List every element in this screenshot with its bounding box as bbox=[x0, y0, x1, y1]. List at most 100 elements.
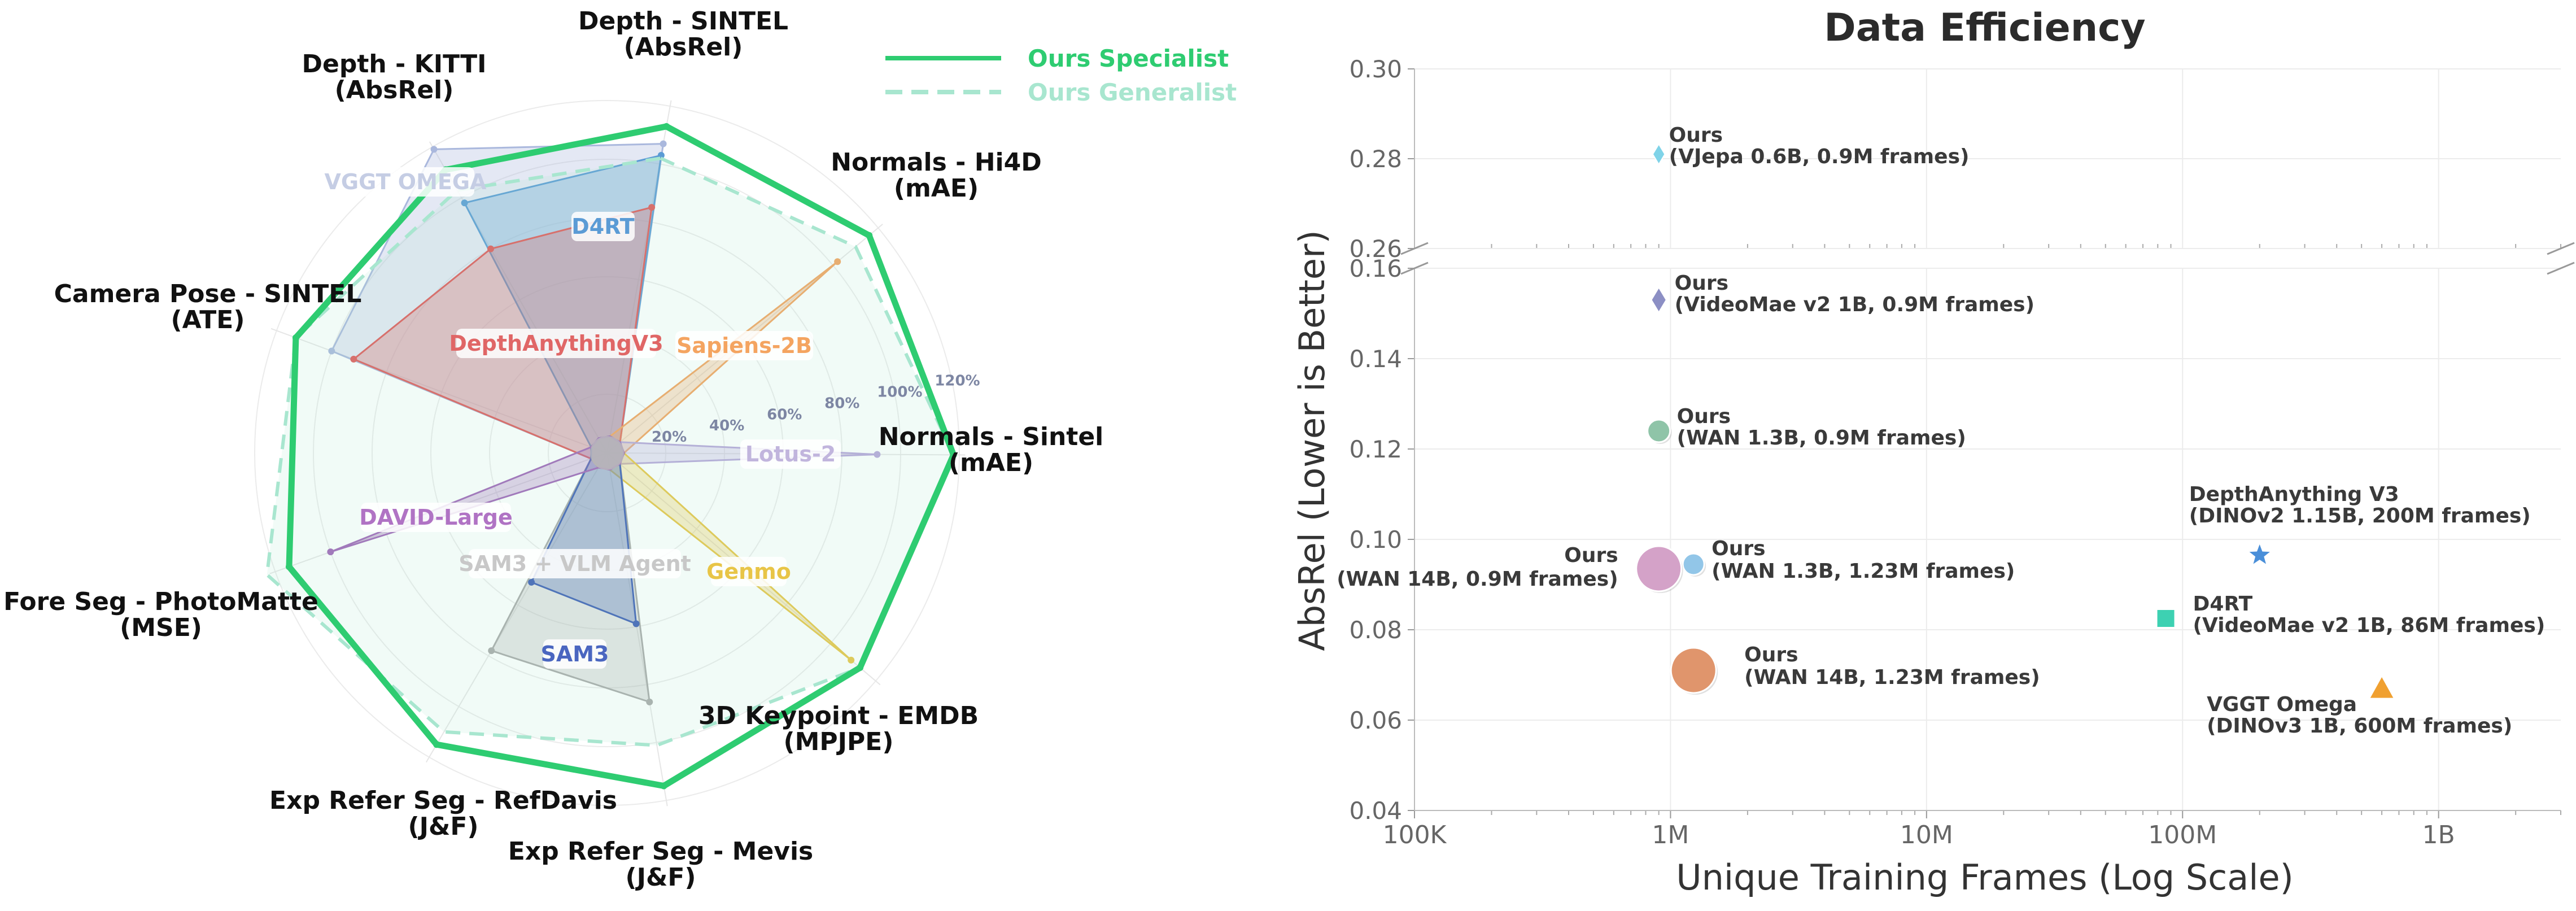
baseline-label: D4RT bbox=[571, 214, 635, 239]
point-label-detail: (VideoMae v2 1B, 0.9M frames) bbox=[1675, 293, 2034, 316]
axis-label-name: Depth - KITTI bbox=[302, 50, 487, 79]
point-label-name: Ours bbox=[1711, 537, 1765, 560]
y-tick-label: 0.06 bbox=[1349, 707, 1402, 734]
baseline-label: Genmo bbox=[706, 559, 791, 584]
baseline-point bbox=[834, 258, 841, 265]
data-point-7 bbox=[2156, 609, 2176, 628]
baseline-label: DAVID-Large bbox=[359, 505, 513, 530]
legend-label: Ours Generalist bbox=[1028, 79, 1237, 106]
ours-specialist-point bbox=[285, 563, 292, 570]
baseline-label: SAM3 + VLM Agent bbox=[459, 551, 691, 576]
point-label-name: DepthAnything V3 bbox=[2189, 483, 2399, 506]
baseline-point bbox=[848, 656, 855, 664]
scatter-chart: Data Efficiency Unique Training Frames (… bbox=[1291, 6, 2575, 898]
ours-specialist-point bbox=[292, 334, 299, 342]
radar-center bbox=[590, 436, 624, 470]
ours-specialist-point bbox=[950, 451, 957, 459]
radar-ring-label: 20% bbox=[652, 429, 687, 446]
data-point-5 bbox=[1670, 647, 1717, 694]
axis-label-name: Depth - SINTEL bbox=[578, 7, 788, 36]
ours-specialist-point bbox=[866, 232, 873, 239]
baseline-label-box bbox=[361, 503, 511, 532]
baseline-label: Sapiens-2B bbox=[676, 333, 812, 358]
radar-spoke bbox=[425, 452, 608, 763]
baseline-point bbox=[488, 647, 495, 655]
baseline-point bbox=[660, 140, 667, 147]
radar-ring-label: 40% bbox=[709, 417, 744, 434]
baseline-point bbox=[328, 347, 335, 355]
y-tick-label: 0.28 bbox=[1349, 145, 1402, 173]
axis-label-name: Exp Refer Seg - RefDavis bbox=[269, 786, 617, 815]
y-tick-label: 0.08 bbox=[1349, 616, 1402, 644]
point-label-detail: (WAN 1.3B, 1.23M frames) bbox=[1711, 560, 2015, 583]
data-point-6 bbox=[2246, 541, 2273, 567]
point-label-detail: (WAN 14B, 0.9M frames) bbox=[1337, 568, 1618, 591]
point-label-name: Ours bbox=[1669, 124, 1723, 147]
axis-label-metric: (mAE) bbox=[894, 174, 979, 203]
axis-label-name: Normals - Hi4D bbox=[831, 148, 1042, 177]
point-label-detail: (WAN 14B, 1.23M frames) bbox=[1744, 666, 2040, 689]
legend-label: Ours Specialist bbox=[1028, 45, 1229, 72]
baseline-label-box bbox=[740, 439, 841, 469]
radar-chart: 20%40%60%80%100%120%Depth - SINTEL(AbsRe… bbox=[3, 7, 1103, 892]
axis-break-mark bbox=[1400, 242, 1429, 255]
point-label-detail: (DINOv2 1.15B, 200M frames) bbox=[2189, 504, 2531, 528]
y-tick-label: 0.04 bbox=[1349, 797, 1402, 825]
baseline-label-box bbox=[711, 557, 787, 586]
baseline-label-box bbox=[456, 329, 656, 358]
baseline-point bbox=[430, 146, 438, 153]
axis-label-metric: (J&F) bbox=[408, 812, 478, 841]
axis-label-metric: (MPJPE) bbox=[784, 727, 894, 756]
radar-spoke bbox=[270, 328, 608, 454]
baseline-point bbox=[461, 199, 468, 207]
y-tick-label: 0.30 bbox=[1349, 55, 1402, 83]
baseline-point bbox=[648, 204, 656, 211]
baseline-point bbox=[874, 451, 881, 458]
baseline-point bbox=[528, 578, 535, 586]
axis-break-mark bbox=[2547, 242, 2575, 255]
point-label-name: Ours bbox=[1677, 405, 1731, 428]
point-label-detail: (WAN 1.3B, 0.9M frames) bbox=[1677, 426, 1966, 450]
baseline-point bbox=[487, 245, 494, 252]
point-label-name: Ours bbox=[1564, 544, 1618, 567]
baseline-label: DepthAnythingV3 bbox=[449, 331, 663, 356]
axis-label-metric: (J&F) bbox=[625, 863, 696, 892]
y-axis-label: AbsRel (Lower is Better) bbox=[1291, 230, 1333, 651]
axis-label-metric: (ATE) bbox=[171, 306, 245, 334]
radar-legend: Ours Specialist Ours Generalist bbox=[885, 45, 1237, 106]
axis-break-mark bbox=[1400, 261, 1429, 275]
baseline-label-box bbox=[337, 167, 474, 197]
baseline-point bbox=[646, 698, 653, 705]
baseline-label-box bbox=[469, 549, 681, 578]
baseline-label: Lotus-2 bbox=[745, 442, 836, 467]
point-label-detail: (VJepa 0.6B, 0.9M frames) bbox=[1669, 145, 1970, 168]
axis-break-mark bbox=[2547, 261, 2575, 275]
baseline-point bbox=[632, 620, 640, 627]
baseline-label: VGGT OMEGA bbox=[325, 169, 487, 194]
x-tick-label: 100K bbox=[1383, 821, 1447, 849]
radar-spoke bbox=[606, 452, 668, 807]
baseline-label-box bbox=[543, 639, 606, 669]
ours-specialist-point bbox=[663, 123, 670, 130]
axis-label-name: Fore Seg - PhotoMatte bbox=[3, 587, 318, 616]
ours-specialist-point bbox=[857, 664, 864, 672]
point-label-detail: (DINOv3 1B, 600M frames) bbox=[2207, 714, 2512, 738]
axis-label-metric: (MSE) bbox=[120, 613, 202, 642]
x-tick-label: 10M bbox=[1900, 821, 1953, 849]
radar-grid-ring bbox=[254, 100, 960, 806]
data-point-4 bbox=[1635, 545, 1683, 592]
x-axis-label: Unique Training Frames (Log Scale) bbox=[1676, 857, 2294, 898]
axis-label-name: Camera Pose - SINTEL bbox=[54, 280, 362, 308]
axis-label-metric: (mAE) bbox=[949, 448, 1033, 477]
baseline-label: SAM3 bbox=[540, 642, 609, 666]
scatter-title: Data Efficiency bbox=[1824, 6, 2145, 50]
baseline-point bbox=[350, 355, 357, 363]
y-tick-label: 0.12 bbox=[1349, 435, 1402, 463]
y-tick-label: 0.16 bbox=[1349, 255, 1402, 282]
data-point-1 bbox=[1651, 286, 1667, 313]
ours-specialist-point bbox=[660, 782, 667, 790]
point-label-name: VGGT Omega bbox=[2207, 693, 2357, 716]
radar-ring-label: 80% bbox=[824, 395, 859, 412]
point-label-name: Ours bbox=[1675, 272, 1728, 295]
